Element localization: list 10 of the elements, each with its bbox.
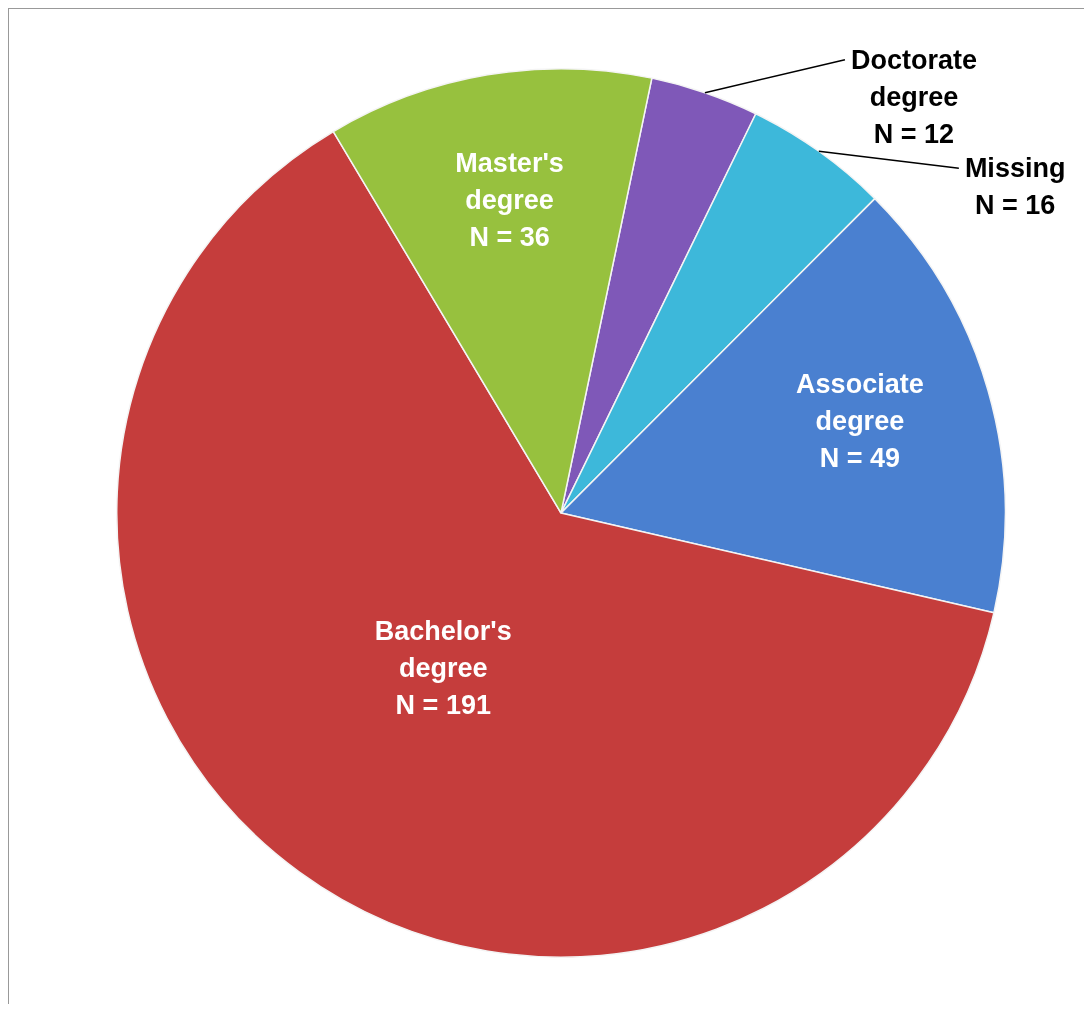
data-label: N = 16	[974, 190, 1056, 221]
slice-label: Bachelor's degree	[374, 616, 512, 684]
slice-label: Doctorate degree	[850, 44, 977, 112]
data-label: N = 36	[469, 221, 550, 252]
slice-label: Missing	[964, 153, 1066, 184]
data-label: N = 12	[873, 118, 955, 149]
slice-label: Associate degree	[796, 368, 924, 436]
slice-label: Master's degree	[455, 147, 564, 215]
data-label: N = 49	[819, 442, 901, 473]
data-label: N = 191	[395, 690, 491, 721]
